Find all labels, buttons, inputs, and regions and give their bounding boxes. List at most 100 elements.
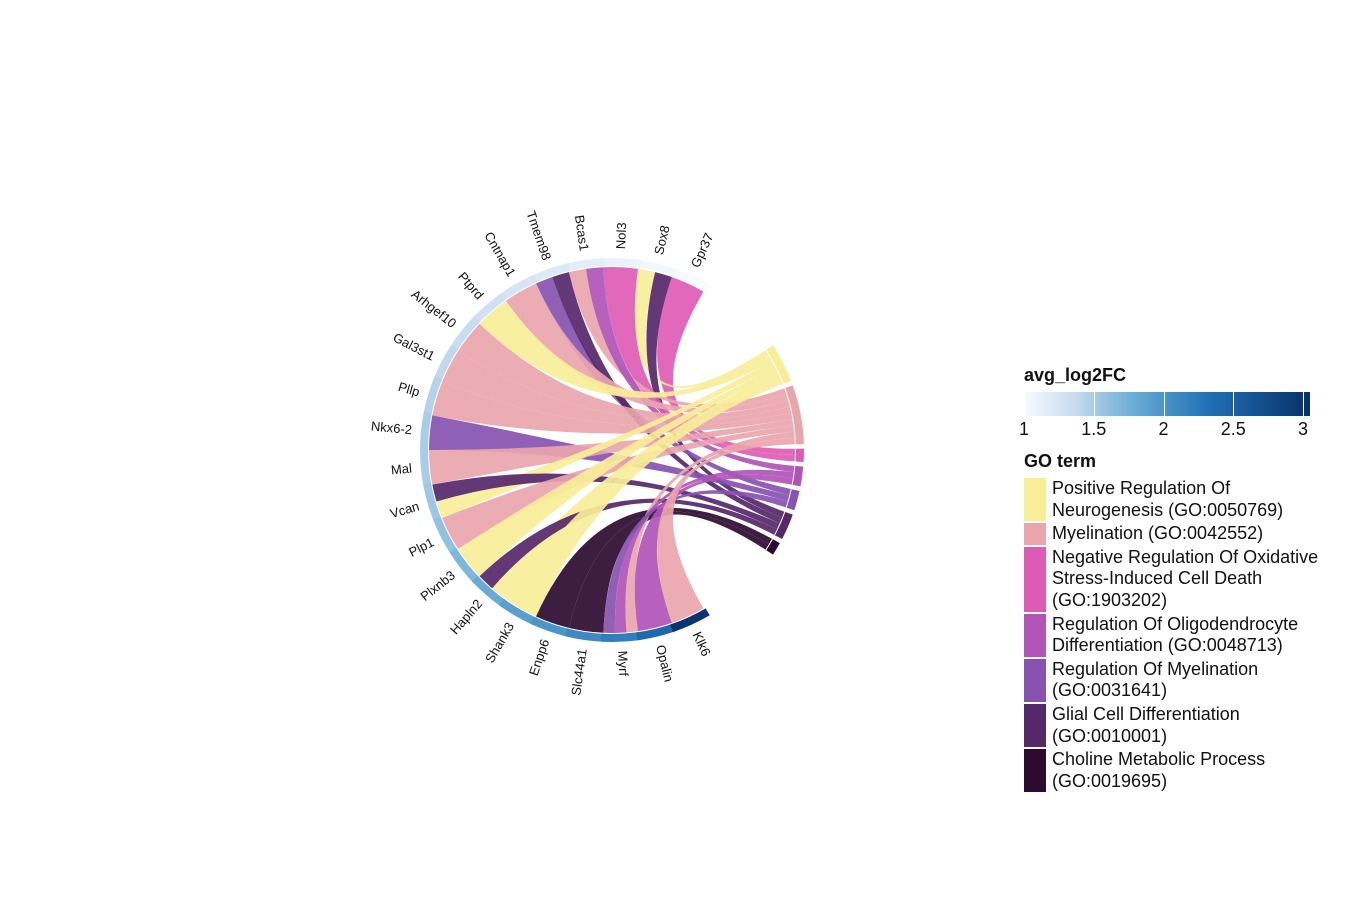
go-term-swatch: [1024, 523, 1046, 545]
gene-label-Vcan: Vcan: [388, 498, 421, 521]
gene-sector-Enpp6: [530, 616, 571, 638]
colorbar-tick-labels: 1 1.5 2 2.5 3: [1019, 416, 1344, 439]
go-term-legend-item: Regulation Of Myelination (GO:0031641): [1024, 658, 1344, 702]
ribbon-Pllp-term-1: [432, 381, 793, 434]
ribbon-Klk6-term-1: [657, 437, 795, 623]
go-term-swatch: [1024, 749, 1046, 793]
go-term-swatch: [1024, 613, 1046, 657]
go-term-label: Positive Regulation Of Neurogenesis (GO:…: [1052, 478, 1284, 520]
colorbar-title: avg_log2FC: [1024, 365, 1127, 385]
go-term-label: Myelination (GO:0042552): [1052, 523, 1264, 544]
go-term-label: Glial Cell Differentiation (GO:0010001): [1052, 703, 1240, 746]
gene-label-Sox8: Sox8: [651, 224, 673, 256]
gene-sector-Pllp: [423, 376, 442, 418]
go-term-label: Regulation Of Myelination (GO:0031641): [1052, 658, 1259, 701]
ribbon-Hapln2-term-0: [492, 372, 781, 600]
ribbon-Gal3st1-term-1: [442, 351, 792, 426]
gene-label-Plxnb3: Plxnb3: [417, 568, 458, 604]
gene-sector-Hapln2: [471, 575, 507, 608]
colorbar: [1024, 392, 1310, 416]
ribbon-Sox8-term-0: [634, 268, 769, 388]
term-sector-0: [766, 345, 792, 384]
gene-sector-Mal: [420, 447, 432, 489]
gene-sector-Tmem98: [530, 262, 571, 284]
gene-label-Slc44a1: Slc44a1: [568, 648, 590, 697]
colorbar-tick: [1303, 392, 1305, 416]
gene-sector-Bcas1: [564, 258, 606, 272]
gene-label-Pllp: Pllp: [397, 379, 422, 400]
gene-sector-Plxnb3: [449, 547, 481, 584]
ribbon-Bcas1-term-3: [585, 267, 795, 473]
ribbon-Plp1-term-1: [442, 425, 795, 549]
ribbon-Sox8-term-5: [646, 272, 785, 518]
chord-ribbons: [429, 267, 795, 633]
gene-label-Nkx6-2: Nkx6-2: [370, 418, 412, 437]
go-term-legend-item: Myelination (GO:0042552): [1024, 523, 1344, 545]
ribbon-Plxnb3-term-0: [458, 366, 778, 577]
go-term-legend: Positive Regulation Of Neurogenesis (GO:…: [1024, 478, 1344, 793]
gene-label-Arhgef10: Arhgef10: [409, 286, 460, 330]
term-sector-4: [786, 489, 800, 511]
gene-label-Klk6: Klk6: [690, 629, 714, 658]
go-term-legend-item: Choline Metabolic Process (GO:0019695): [1024, 749, 1344, 793]
colorbar-tick: [1093, 392, 1095, 416]
gene-sector-Klk6: [670, 608, 710, 633]
gene-sector-Ptprd: [471, 292, 507, 325]
gene-sector-Nol3: [600, 258, 642, 269]
ribbon-Mal-term-1: [429, 419, 794, 485]
term-sectors: [766, 345, 804, 555]
colorbar-tick-label: 1.5: [1081, 419, 1107, 439]
gene-label-Nol3: Nol3: [613, 222, 629, 249]
gene-sector-Nkx6-2: [420, 411, 432, 453]
term-sector-5: [775, 511, 793, 540]
ribbon-Vcan-term-5: [432, 473, 780, 530]
colorbar-tick: [1233, 392, 1235, 416]
gene-sector-Cntnap1: [498, 274, 538, 302]
go-term-label: Choline Metabolic Process (GO:0019695): [1052, 749, 1266, 791]
go-term-label: Regulation Of Oligodendrocyte Differenti…: [1052, 613, 1299, 656]
go-term-label: Negative Regulation Of Oxidative Stress-…: [1052, 546, 1319, 610]
go-term-swatch: [1024, 658, 1046, 702]
go-term-legend-title: GO term: [1024, 451, 1097, 471]
ribbon-Shank3-term-0: [505, 378, 783, 617]
gene-sector-Arhgef10: [449, 316, 481, 353]
colorbar-tick-label: 2.5: [1220, 419, 1246, 439]
colorbar-tick: [1024, 392, 1025, 416]
ribbon-Gpr37-term-2: [657, 277, 795, 456]
term-sector-6: [766, 539, 780, 555]
gene-label-Hapln2: Hapln2: [447, 596, 485, 637]
term-sector-3: [792, 465, 804, 487]
gene-sector-Plp1: [433, 516, 459, 556]
gene-sector-Sox8: [636, 259, 677, 277]
term-sector-2: [795, 448, 804, 462]
go-term-legend-item: Glial Cell Differentiation (GO:0010001): [1024, 703, 1344, 748]
gene-label-Bcas1: Bcas1: [572, 214, 592, 252]
gene-sector-Vcan: [423, 482, 442, 524]
gene-sector-Slc44a1: [564, 628, 606, 642]
go-term-swatch: [1024, 703, 1046, 748]
go-term-legend-item: Regulation Of Oligodendrocyte Differenti…: [1024, 613, 1344, 657]
colorbar-tick-label: 2: [1158, 419, 1169, 439]
gene-label-Cntnap1: Cntnap1: [481, 229, 519, 279]
ribbon-Opalin-term-3: [634, 474, 793, 632]
ribbon-Cntnap1-term-1: [505, 283, 789, 413]
ribbon-Slc44a1-term-6: [568, 511, 769, 633]
gene-label-Tmem98: Tmem98: [523, 209, 554, 262]
gene-label-Ptprd: Ptprd: [455, 269, 487, 302]
gene-label-Gpr37: Gpr37: [688, 231, 717, 270]
gene-label-Gal3st1: Gal3st1: [391, 330, 438, 364]
go-term-legend-item: Positive Regulation Of Neurogenesis (GO:…: [1024, 478, 1344, 522]
colorbar-tick: [1163, 392, 1165, 416]
gene-label-Opalin: Opalin: [653, 643, 676, 683]
go-term-legend-item: Negative Regulation Of Oxidative Stress-…: [1024, 546, 1344, 612]
ribbon-Hapln2-term-5: [479, 498, 777, 589]
gene-label-Plp1: Plp1: [406, 534, 436, 559]
term-sector-1: [785, 385, 804, 445]
colorbar-tick-label: 1: [1018, 419, 1030, 439]
ribbon-Arhgef10-term-1: [458, 323, 790, 420]
gene-label-Myrf: Myrf: [615, 650, 631, 676]
gene-sector-Myrf: [600, 631, 642, 642]
gene-sector-Gpr37: [670, 267, 710, 292]
ribbon-Ptprd-term-0: [479, 300, 773, 398]
